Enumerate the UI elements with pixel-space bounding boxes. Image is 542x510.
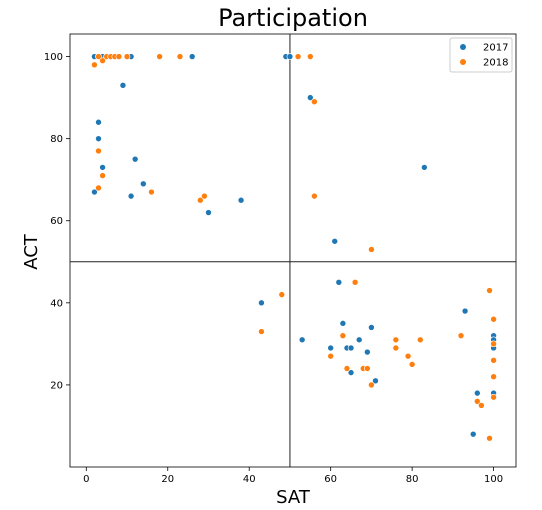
data-point-2018 xyxy=(486,434,493,442)
data-point-2017 xyxy=(127,192,135,200)
data-point-2017 xyxy=(95,135,102,142)
data-point-2018 xyxy=(490,340,497,348)
data-point-2017 xyxy=(119,82,127,89)
legend-marker-2017 xyxy=(460,44,466,50)
data-point-2018 xyxy=(457,332,465,339)
data-point-2018 xyxy=(95,147,102,155)
data-point-2017 xyxy=(474,389,481,397)
data-point-2018 xyxy=(123,53,131,60)
data-point-2018 xyxy=(176,53,184,60)
data-point-2018 xyxy=(351,279,359,286)
data-point-2018 xyxy=(311,98,318,106)
data-point-2018 xyxy=(339,332,347,339)
data-point-2018 xyxy=(148,188,155,196)
data-point-2017 xyxy=(327,344,334,352)
data-point-2018 xyxy=(95,184,102,192)
y-axis-title: ACT xyxy=(21,233,42,270)
data-point-2017 xyxy=(368,324,375,331)
data-point-2018 xyxy=(364,365,371,372)
data-point-2018 xyxy=(278,291,286,298)
data-point-2017 xyxy=(286,53,294,60)
data-point-2017 xyxy=(99,164,106,171)
legend-marker-2018 xyxy=(460,59,466,65)
data-point-2018 xyxy=(294,53,302,60)
y-tick-label: 40 xyxy=(50,298,63,309)
data-point-2017 xyxy=(188,53,196,60)
x-tick-label: 0 xyxy=(83,474,89,485)
data-point-2018 xyxy=(404,352,412,360)
data-point-2017 xyxy=(331,237,339,245)
data-point-2017 xyxy=(140,180,147,188)
y-tick-label: 20 xyxy=(50,380,63,391)
x-tick-label: 80 xyxy=(406,474,419,485)
data-point-2018 xyxy=(115,53,123,60)
data-point-2017 xyxy=(335,279,343,286)
data-point-2018 xyxy=(201,192,208,200)
data-point-2018 xyxy=(343,365,351,372)
data-point-2018 xyxy=(258,328,265,335)
data-point-2018 xyxy=(478,402,485,409)
data-point-2018 xyxy=(490,373,497,381)
y-tick-label: 80 xyxy=(50,134,63,145)
x-tick-label: 100 xyxy=(484,474,503,485)
data-point-2017 xyxy=(237,196,245,204)
data-point-2017 xyxy=(355,336,363,344)
x-tick-label: 40 xyxy=(243,474,256,485)
data-point-2017 xyxy=(347,344,355,352)
data-point-2017 xyxy=(461,307,469,315)
data-point-2018 xyxy=(99,172,106,179)
data-point-2017 xyxy=(91,188,98,196)
data-point-2018 xyxy=(197,196,204,204)
legend-label-2017: 2017 xyxy=(483,43,508,54)
data-point-2018 xyxy=(392,336,400,344)
data-point-2017 xyxy=(372,377,379,385)
data-point-2017 xyxy=(205,209,212,216)
data-point-2018 xyxy=(490,356,497,364)
data-point-2018 xyxy=(156,53,163,60)
data-point-2018 xyxy=(392,344,400,352)
legend-label-2018: 2018 xyxy=(483,58,508,69)
data-point-2018 xyxy=(368,246,375,253)
data-point-2018 xyxy=(416,336,424,344)
x-tick-label: 20 xyxy=(161,474,174,485)
data-point-2018 xyxy=(95,53,102,60)
data-point-2018 xyxy=(99,57,106,64)
data-point-2017 xyxy=(347,369,355,376)
y-tick-label: 100 xyxy=(44,52,63,63)
data-point-2017 xyxy=(258,299,265,307)
data-point-2018 xyxy=(91,61,98,69)
x-axis-title: SAT xyxy=(276,487,311,508)
data-point-2018 xyxy=(490,315,497,323)
data-point-2017 xyxy=(339,320,347,327)
data-point-2017 xyxy=(421,164,428,171)
data-point-2018 xyxy=(327,352,334,360)
x-tick-label: 60 xyxy=(324,474,337,485)
data-point-2018 xyxy=(408,361,416,368)
data-point-2017 xyxy=(469,430,477,438)
y-tick-label: 60 xyxy=(50,216,63,227)
chart-title: Participation xyxy=(218,4,368,32)
data-point-2017 xyxy=(364,348,371,356)
data-point-2018 xyxy=(490,393,497,401)
data-point-2017 xyxy=(131,155,139,163)
plot-area: 0 20 40 60 80 100 20 40 60 80 100 xyxy=(44,33,517,485)
data-point-2017 xyxy=(95,118,102,126)
data-point-2018 xyxy=(474,398,481,405)
data-point-2018 xyxy=(486,287,493,294)
data-point-2017 xyxy=(298,336,306,344)
plot-frame xyxy=(69,33,517,468)
data-point-2017 xyxy=(307,94,314,101)
data-point-2018 xyxy=(368,381,375,389)
data-point-2018 xyxy=(311,192,318,200)
data-point-2018 xyxy=(307,53,314,60)
legend: 2017 2018 xyxy=(449,37,513,73)
